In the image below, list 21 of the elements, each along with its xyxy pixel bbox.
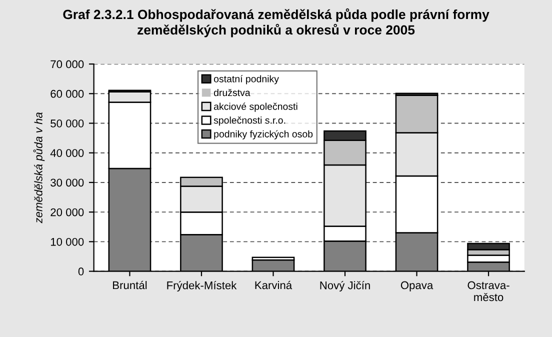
x-tick-label: Karviná: [255, 280, 292, 290]
x-tick-label: Opava: [400, 281, 434, 292]
x-tick-label: Bruntál: [113, 280, 147, 290]
x-tick-label: Frýdek-Místek: [167, 281, 237, 292]
y-tick-label: 10 000: [50, 238, 84, 246]
y-tick-label: 20 000: [50, 208, 84, 216]
legend-label: akciové společnosti: [214, 102, 298, 112]
y-axis-title: zemědělská půda v ha: [33, 112, 45, 224]
y-tick-label: 50 000: [50, 120, 84, 128]
legend-label: společnosti s.r.o.: [214, 116, 286, 126]
legend-label: ostatní podniky: [214, 75, 279, 84]
legend-label: podniky fyzických osob: [214, 130, 313, 140]
x-tick-label: Ostrava- město: [468, 281, 510, 302]
chart-title: Graf 2.3.2.1 Obhospodařovaná zemědělská půda podle právní formy zemědělských podniků a okresů v roce 2005: [63, 8, 490, 38]
y-tick-label: 60 000: [50, 90, 84, 98]
legend-label: družstva: [214, 88, 250, 96]
y-tick-label: 30 000: [50, 178, 84, 187]
y-tick-label: 70 000: [50, 60, 84, 68]
y-tick-label: 40 000: [50, 149, 84, 157]
y-tick-label: 0: [78, 268, 84, 276]
x-tick-label: Nový Jičín: [320, 281, 370, 292]
